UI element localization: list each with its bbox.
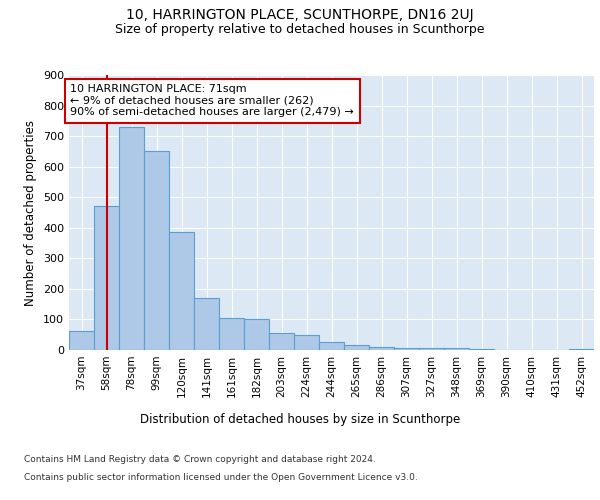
- Bar: [244, 320, 269, 350]
- Text: Size of property relative to detached houses in Scunthorpe: Size of property relative to detached ho…: [115, 22, 485, 36]
- Bar: [269, 333, 294, 350]
- Text: 10, HARRINGTON PLACE, SCUNTHORPE, DN16 2UJ: 10, HARRINGTON PLACE, SCUNTHORPE, DN16 2…: [126, 8, 474, 22]
- Text: Contains public sector information licensed under the Open Government Licence v3: Contains public sector information licen…: [24, 472, 418, 482]
- Bar: [419, 348, 444, 350]
- Bar: [219, 318, 244, 350]
- Bar: [69, 331, 94, 350]
- Bar: [119, 127, 144, 350]
- Text: Contains HM Land Registry data © Crown copyright and database right 2024.: Contains HM Land Registry data © Crown c…: [24, 455, 376, 464]
- Bar: [394, 348, 419, 350]
- Text: 10 HARRINGTON PLACE: 71sqm
← 9% of detached houses are smaller (262)
90% of semi: 10 HARRINGTON PLACE: 71sqm ← 9% of detac…: [70, 84, 354, 117]
- Bar: [144, 152, 169, 350]
- Y-axis label: Number of detached properties: Number of detached properties: [25, 120, 37, 306]
- Bar: [194, 298, 219, 350]
- Bar: [369, 347, 394, 350]
- Bar: [169, 232, 194, 350]
- Bar: [344, 346, 369, 350]
- Bar: [94, 206, 119, 350]
- Bar: [469, 349, 494, 350]
- Bar: [569, 349, 594, 350]
- Text: Distribution of detached houses by size in Scunthorpe: Distribution of detached houses by size …: [140, 412, 460, 426]
- Bar: [294, 334, 319, 350]
- Bar: [444, 348, 469, 350]
- Bar: [319, 342, 344, 350]
